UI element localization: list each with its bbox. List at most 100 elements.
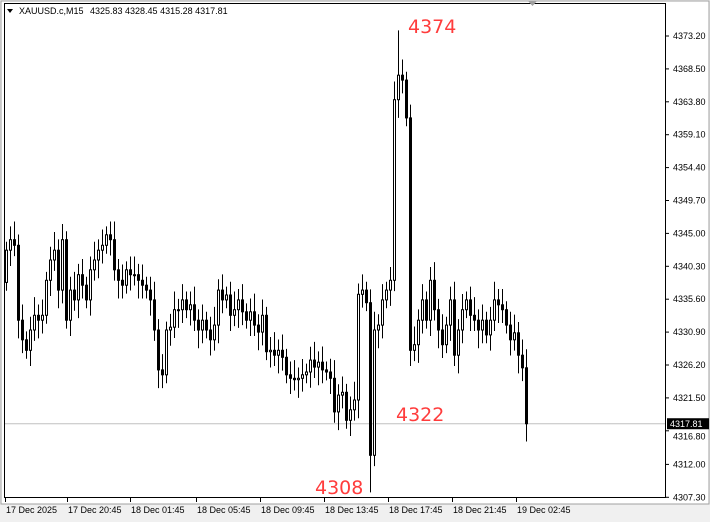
candle-bearish [441, 329, 444, 346]
candle-bullish [5, 249, 8, 283]
candle-bearish [149, 289, 152, 301]
candle-bullish [449, 299, 452, 326]
candle-bullish [181, 299, 184, 311]
candle-bearish [509, 324, 512, 341]
candle-bullish [457, 329, 460, 356]
candle-bullish [45, 279, 48, 316]
y-tick-label: 4321.50 [673, 393, 706, 403]
candle-bearish [197, 319, 200, 331]
x-tick-label: 17 Dec 2025 [6, 505, 57, 515]
candle-bullish [357, 293, 360, 401]
candle-bearish [85, 284, 88, 301]
candle-bearish [369, 302, 372, 456]
candle-bearish [453, 299, 456, 356]
candle-bearish [113, 239, 116, 271]
candle-bearish [157, 329, 160, 371]
candle-bearish [209, 329, 212, 341]
plot-frame [4, 3, 666, 498]
ohlc-readout: 4325.83 4328.45 4315.28 4317.81 [90, 6, 228, 16]
candle-bearish [241, 299, 244, 313]
y-tick-label: 4330.90 [673, 327, 706, 337]
x-tick-label: 18 Dec 13:45 [325, 505, 379, 515]
candle-bearish [401, 74, 404, 81]
candle-bearish [281, 349, 284, 358]
candle-bullish [189, 304, 192, 311]
x-axis: 17 Dec 2025 17 Dec 20:45 18 Dec 01:45 18 De… [5, 497, 571, 515]
candle-bullish [97, 249, 100, 261]
candle-bullish [381, 299, 384, 326]
candle-bearish [117, 269, 120, 281]
x-tick-label: 18 Dec 05:45 [197, 505, 251, 515]
candle-bullish [233, 309, 236, 316]
candle-bullish [269, 349, 272, 353]
candle-bullish [361, 289, 364, 295]
menu-triangle-icon[interactable] [7, 9, 13, 13]
candle-bearish [497, 299, 500, 306]
candle-bearish [257, 324, 260, 333]
candle-bearish [185, 299, 188, 311]
candle-bearish [433, 279, 436, 311]
annotation-low: 4308 [315, 477, 363, 499]
candle-bullish [173, 309, 176, 328]
candle-bearish [25, 339, 28, 351]
candle-bearish [37, 314, 40, 321]
candle-bearish [329, 371, 332, 379]
candle-bearish [285, 356, 288, 376]
candle-bearish [109, 234, 112, 241]
candle-bullish [341, 391, 344, 396]
candle-bullish [89, 269, 92, 301]
shift-marker-icon[interactable] [528, 1, 537, 6]
candle-bullish [305, 371, 308, 376]
candle-bullish [213, 324, 216, 341]
candle-bullish [77, 274, 80, 301]
annotation-mid: 4322 [396, 404, 444, 426]
candle-bearish [289, 374, 292, 379]
candle-bearish [129, 269, 132, 276]
candle-bearish [265, 314, 268, 353]
candle-bullish [421, 299, 424, 321]
candle-bearish [477, 319, 480, 331]
candle-bearish [253, 311, 256, 326]
candle-bullish [169, 326, 172, 331]
current-price-label: 4317.81 [667, 418, 709, 430]
candle-bullish [237, 299, 240, 311]
x-tick-label: 19 Dec 02:45 [517, 505, 571, 515]
candle-bearish [313, 359, 316, 368]
candle-bullish [417, 319, 420, 346]
y-tick-label: 4316.80 [673, 432, 706, 442]
y-tick-label: 4312.00 [673, 459, 706, 469]
candle-bullish [493, 299, 496, 321]
candle-bearish [245, 311, 248, 321]
x-tick-label: 18 Dec 17:45 [389, 505, 443, 515]
candle-bearish [273, 349, 276, 356]
candles-group [5, 30, 528, 493]
y-axis: 4373.20 4368.50 4363.80 4359.10 4354.40 4349.… [665, 31, 706, 502]
y-tick-label: 4359.10 [673, 130, 706, 140]
candle-bullish [101, 244, 104, 251]
y-tick-label: 4345.00 [673, 228, 706, 238]
candle-bullish [377, 324, 380, 331]
candle-bullish [125, 269, 128, 286]
candle-bearish [57, 249, 60, 291]
candle-bearish [501, 304, 504, 311]
y-tick-label: 4307.30 [673, 492, 706, 502]
candle-bullish [41, 314, 44, 321]
candle-bullish [277, 349, 280, 356]
candle-bearish [469, 299, 472, 316]
candle-bullish [217, 289, 220, 326]
candle-bullish [481, 319, 484, 331]
candle-bullish [461, 309, 464, 331]
candle-bearish [73, 289, 76, 301]
candle-bullish [225, 294, 228, 301]
candle-bearish [141, 279, 144, 286]
candle-bearish [137, 274, 140, 281]
candle-bullish [69, 289, 72, 321]
candle-bearish [145, 284, 148, 291]
candle-bearish [81, 274, 84, 286]
candle-bearish [17, 244, 20, 321]
candle-bearish [325, 369, 328, 373]
candle-bullish [61, 239, 64, 291]
candle-bearish [473, 314, 476, 321]
candle-bearish [333, 377, 336, 413]
